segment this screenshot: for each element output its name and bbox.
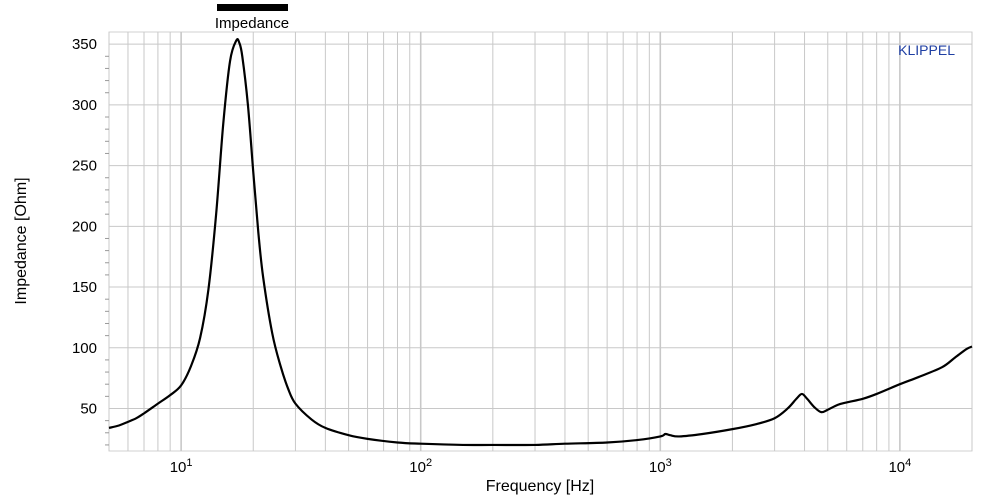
watermark-brand: KLIPPEL [898,42,955,58]
y-tick-label: 350 [72,36,97,53]
x-axis-title: Frequency [Hz] [486,478,594,495]
y-tick-label: 300 [72,97,97,114]
y-axis-title: Impedance [Ohm] [13,177,30,304]
y-axis-ticks: 50 100 150 200 250 300 350 [72,36,109,445]
y-tick-label: 250 [72,158,97,175]
y-tick-label: 100 [72,340,97,357]
y-tick-label: 150 [72,279,97,296]
legend-label: Impedance [215,15,289,32]
legend-swatch [217,4,288,11]
x-tick-label: 102 [409,457,432,476]
x-tick-label: 104 [888,457,911,476]
x-tick-label: 103 [649,457,672,476]
x-axis-ticks: 101 102 103 104 [170,457,912,476]
y-tick-label: 200 [72,218,97,235]
x-tick-label: 101 [170,457,193,476]
y-tick-label: 50 [80,400,97,417]
plot-frame [109,32,972,451]
